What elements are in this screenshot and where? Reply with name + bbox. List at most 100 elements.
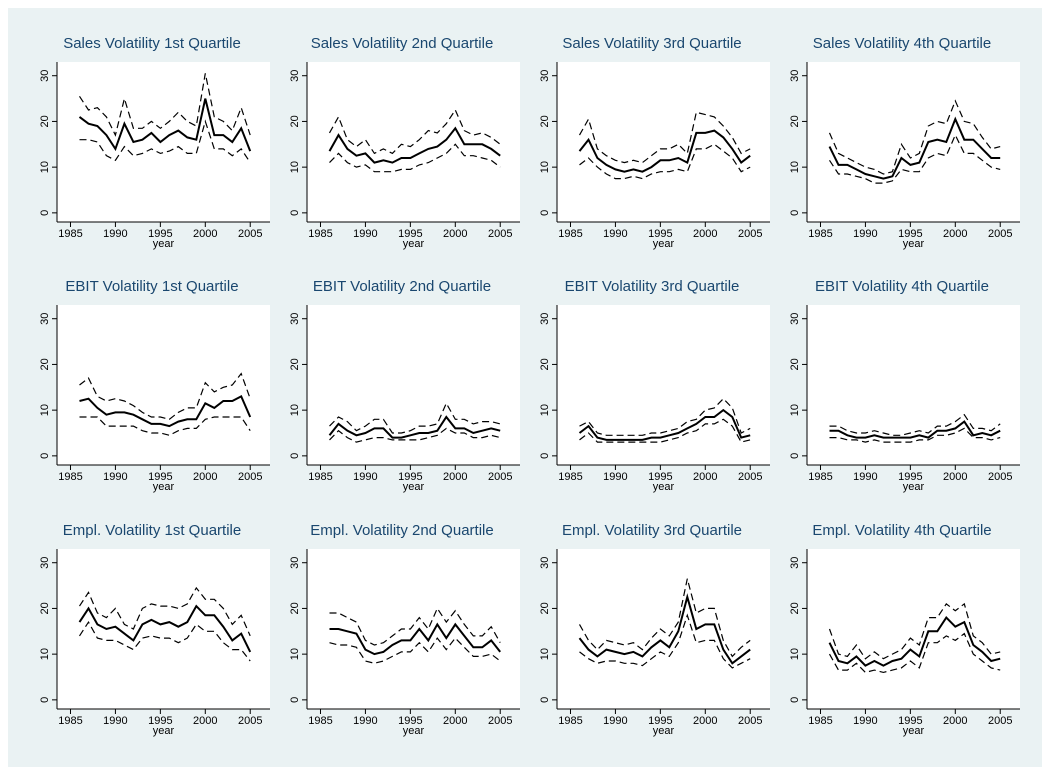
y-tick-label: 30 — [789, 70, 801, 82]
x-tick-label: 1990 — [103, 471, 127, 483]
line — [79, 119, 251, 163]
line — [329, 607, 501, 646]
x-tick-label: 2000 — [193, 471, 217, 483]
x-tick-label: 2000 — [443, 228, 467, 240]
chart-title: EBIT Volatility 1st Quartile — [65, 278, 238, 295]
x-axis-label: year — [653, 725, 675, 737]
plot-area — [807, 549, 1020, 709]
line — [78, 73, 251, 137]
x-tick-label: 2005 — [238, 715, 262, 727]
x-axis-label: year — [903, 725, 925, 737]
x-tick-label: 1985 — [558, 228, 582, 240]
y-tick-label: 0 — [39, 210, 51, 216]
y-tick-label: 30 — [539, 70, 551, 82]
y-tick-label: 30 — [289, 557, 301, 569]
line — [329, 622, 501, 656]
x-axis-label: year — [403, 238, 425, 250]
x-tick-label: 1985 — [558, 471, 582, 483]
x-tick-label: 2005 — [738, 715, 762, 727]
y-tick-label: 20 — [539, 115, 551, 127]
y-tick-label: 10 — [539, 161, 551, 173]
x-tick-label: 1985 — [308, 715, 332, 727]
x-tick-label: 2000 — [943, 715, 967, 727]
plot-area — [807, 305, 1020, 465]
y-tick-label: 0 — [39, 453, 51, 459]
x-tick-label: 2000 — [193, 228, 217, 240]
line — [328, 415, 501, 439]
line — [828, 616, 1001, 667]
line — [579, 418, 751, 443]
x-tick-label: 1995 — [148, 715, 172, 727]
x-tick-label: 1990 — [103, 228, 127, 240]
y-tick-label: 30 — [539, 557, 551, 569]
line — [79, 395, 252, 428]
y-tick-label: 20 — [789, 115, 801, 127]
line — [78, 604, 252, 653]
x-tick-label: 1990 — [353, 715, 377, 727]
x-tick-label: 1995 — [898, 471, 922, 483]
plot-area — [557, 305, 770, 465]
x-tick-label: 1990 — [353, 471, 377, 483]
y-tick-label: 0 — [289, 697, 301, 703]
x-tick-label: 1990 — [853, 471, 877, 483]
line — [828, 99, 1001, 175]
y-tick-label: 0 — [789, 697, 801, 703]
line — [829, 413, 1001, 436]
chart-title: EBIT Volatility 3rd Quartile — [565, 278, 740, 295]
y-tick-label: 0 — [539, 453, 551, 459]
chart-title: Sales Volatility 2nd Quartile — [311, 35, 494, 52]
line — [829, 427, 1001, 443]
x-axis-label: year — [153, 238, 175, 250]
x-tick-label: 1995 — [898, 715, 922, 727]
x-axis-label: year — [403, 481, 425, 493]
line — [578, 129, 751, 173]
y-tick-label: 20 — [39, 358, 51, 370]
y-tick-label: 20 — [39, 602, 51, 614]
line — [578, 593, 751, 665]
line — [828, 133, 1001, 184]
x-tick-label: 1990 — [353, 228, 377, 240]
x-tick-label: 1995 — [398, 715, 422, 727]
chart-title: Sales Volatility 3rd Quartile — [562, 35, 741, 52]
y-tick-label: 10 — [789, 161, 801, 173]
x-tick-label: 1990 — [603, 715, 627, 727]
x-tick-label: 1995 — [398, 228, 422, 240]
y-tick-label: 10 — [789, 648, 801, 660]
chart-title: Sales Volatility 4th Quartile — [813, 35, 991, 52]
y-tick-label: 0 — [539, 210, 551, 216]
y-tick-label: 30 — [789, 313, 801, 325]
x-tick-label: 2005 — [238, 228, 262, 240]
line — [829, 420, 1001, 439]
x-tick-label: 1995 — [398, 471, 422, 483]
y-tick-label: 20 — [289, 358, 301, 370]
plot-area — [307, 549, 520, 709]
line — [329, 427, 501, 443]
x-tick-label: 2005 — [988, 715, 1012, 727]
x-tick-label: 1985 — [308, 471, 332, 483]
y-tick-label: 30 — [39, 70, 51, 82]
plot-area — [807, 62, 1020, 222]
line — [828, 116, 1001, 180]
plot-area — [557, 549, 770, 709]
y-tick-label: 30 — [39, 313, 51, 325]
chart-title: Sales Volatility 1st Quartile — [63, 35, 241, 52]
plot-area — [57, 305, 270, 465]
x-axis-label: year — [653, 238, 675, 250]
y-tick-label: 0 — [289, 210, 301, 216]
x-tick-label: 2005 — [488, 715, 512, 727]
x-tick-label: 1985 — [58, 228, 82, 240]
x-tick-label: 1995 — [148, 228, 172, 240]
chart-title: Empl. Volatility 1st Quartile — [63, 522, 241, 539]
x-tick-label: 2000 — [693, 715, 717, 727]
plot-area — [57, 62, 270, 222]
x-tick-label: 1990 — [603, 228, 627, 240]
line — [329, 143, 501, 173]
y-tick-label: 10 — [289, 404, 301, 416]
x-axis-label: year — [903, 238, 925, 250]
y-tick-label: 0 — [539, 697, 551, 703]
y-tick-label: 20 — [539, 602, 551, 614]
y-tick-label: 10 — [39, 161, 51, 173]
x-tick-label: 1995 — [148, 471, 172, 483]
x-tick-label: 2005 — [488, 471, 512, 483]
x-tick-label: 2005 — [738, 471, 762, 483]
